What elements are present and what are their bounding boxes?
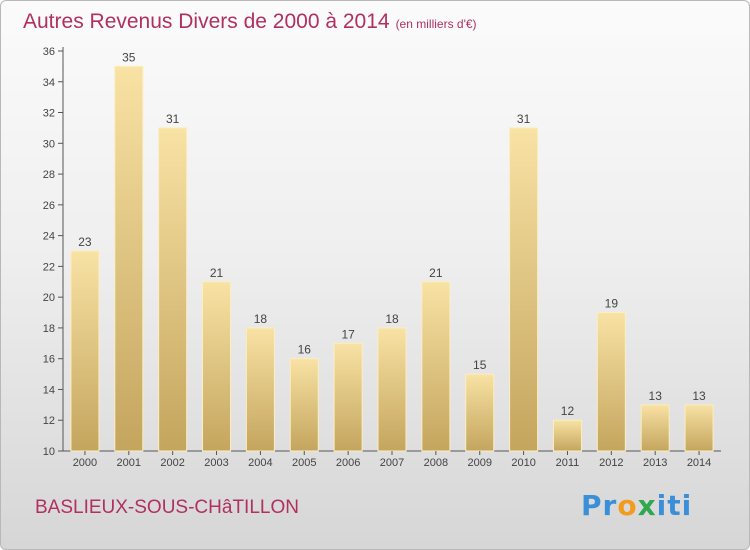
x-tick-label: 2013 — [643, 457, 667, 469]
y-tick-label: 24 — [43, 231, 55, 243]
bar — [202, 281, 232, 452]
x-tick-label: 2003 — [204, 457, 228, 469]
bar-value-label: 16 — [298, 343, 312, 357]
bar — [377, 327, 407, 452]
y-tick-label: 16 — [43, 354, 55, 366]
bar-value-label: 15 — [473, 358, 487, 372]
x-tick-label: 2010 — [511, 457, 535, 469]
y-tick-label: 10 — [43, 446, 55, 458]
logo-part-x: x — [637, 489, 657, 522]
bar — [421, 281, 451, 452]
y-tick-label: 36 — [43, 46, 55, 58]
bar-value-label: 18 — [385, 312, 399, 326]
bar — [509, 127, 539, 452]
bar — [684, 404, 714, 452]
bar — [289, 358, 319, 452]
bar — [596, 312, 626, 452]
x-tick-label: 2004 — [248, 457, 272, 469]
y-tick-label: 14 — [43, 384, 55, 396]
bar — [465, 373, 495, 452]
bar-value-label: 18 — [254, 312, 268, 326]
bar-value-label: 21 — [210, 266, 224, 280]
bar-value-label: 23 — [78, 235, 92, 249]
bar-value-label: 13 — [692, 389, 706, 403]
bar-value-label: 31 — [517, 112, 531, 126]
bar — [70, 250, 100, 452]
y-tick-label: 32 — [43, 108, 55, 120]
bar — [114, 65, 144, 452]
y-tick-label: 26 — [43, 200, 55, 212]
logo-part-iti: iti — [656, 489, 693, 522]
logo-part-o: o — [617, 489, 638, 522]
x-tick-label: 2001 — [117, 457, 141, 469]
x-tick-label: 2000 — [73, 457, 97, 469]
bar-value-label: 21 — [429, 266, 443, 280]
bar-value-label: 35 — [122, 50, 136, 64]
x-tick-label: 2014 — [687, 457, 711, 469]
title-text: Autres Revenus Divers de 2000 à 2014 — [23, 10, 390, 33]
y-tick-label: 30 — [43, 138, 55, 150]
bar-value-label: 12 — [561, 404, 575, 418]
bar — [158, 127, 188, 452]
bar — [333, 342, 363, 452]
proxiti-logo: Proxiti — [581, 489, 692, 522]
x-tick-label: 2008 — [424, 457, 448, 469]
bar-value-label: 19 — [605, 297, 619, 311]
x-tick-label: 2012 — [599, 457, 623, 469]
bar — [552, 419, 582, 452]
y-tick-label: 34 — [43, 77, 55, 89]
y-tick-label: 20 — [43, 292, 55, 304]
x-tick-label: 2009 — [467, 457, 491, 469]
x-tick-label: 2002 — [160, 457, 184, 469]
chart-subtitle: (en milliers d'€) — [395, 17, 477, 31]
bar — [245, 327, 275, 452]
y-tick-label: 22 — [43, 261, 55, 273]
chart-title: Autres Revenus Divers de 2000 à 2014 (en … — [23, 10, 477, 34]
y-tick-label: 18 — [43, 323, 55, 335]
bar-value-label: 17 — [341, 327, 355, 341]
x-tick-label: 2005 — [292, 457, 316, 469]
y-tick-label: 28 — [43, 169, 55, 181]
bar — [640, 404, 670, 452]
commune-name: BASLIEUX-SOUS-CHâTILLON — [35, 497, 299, 518]
x-tick-label: 2011 — [556, 457, 580, 469]
bar-value-label: 13 — [649, 389, 663, 403]
bar-value-label: 31 — [166, 112, 180, 126]
y-tick-label: 12 — [43, 415, 55, 427]
x-tick-label: 2006 — [336, 457, 360, 469]
logo-part-pr: Pr — [581, 489, 618, 522]
x-tick-label: 2007 — [380, 457, 404, 469]
